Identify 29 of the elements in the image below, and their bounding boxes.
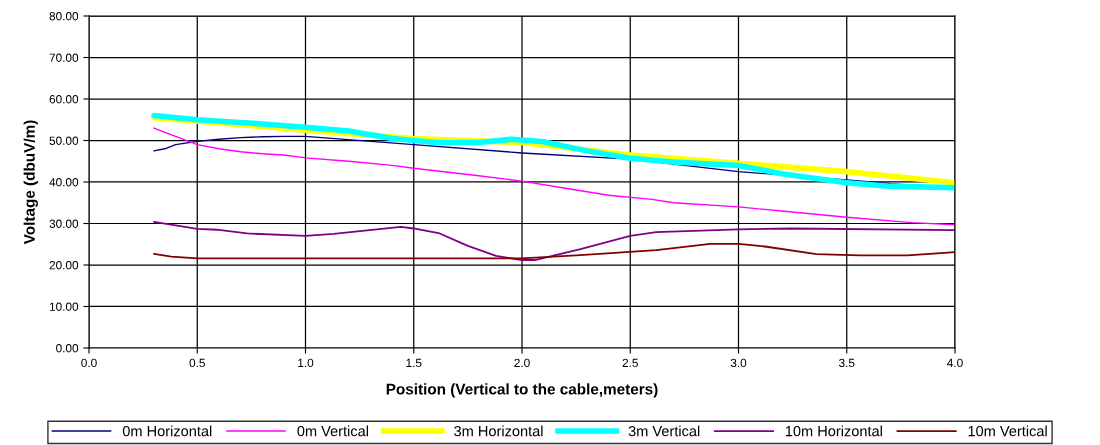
legend-label: 3m Vertical [628,425,700,437]
x-tick-label: 2.0 [514,358,530,368]
line-series [153,220,955,261]
y-tick-label: 30.00 [49,219,79,228]
y-tick-label: 10.00 [49,302,79,311]
x-tick-label: 3.5 [839,358,855,368]
y-tick-label: 20.00 [49,261,79,270]
x-tick-label: 4.0 [947,358,963,368]
x-tick-label: 1.0 [298,358,314,368]
y-axis-title: Voltage (dbuV/m) [23,120,38,245]
line-series [153,242,955,260]
legend-label: 0m Horizontal [122,425,212,437]
x-tick-label: 2.5 [622,358,638,368]
y-tick-label: 80.00 [49,12,79,21]
y-tick-label: 60.00 [49,95,79,104]
x-tick-label: 0.0 [81,358,97,368]
y-tick-label: 70.00 [49,53,79,62]
legend-label: 0m Vertical [297,425,368,437]
x-tick-label: 0.5 [189,358,205,368]
x-tick-label: 1.5 [406,358,422,368]
y-tick-label: 50.00 [49,136,79,145]
y-tick-label: 40.00 [49,178,79,187]
legend-label: 10m Vertical [968,425,1047,437]
y-tick-label: 0.00 [56,344,79,353]
line-series [153,127,955,226]
x-axis-title: Position (Vertical to the cable,meters) [386,383,658,398]
x-tick-label: 3.0 [730,358,747,368]
legend-label: 3m Horizontal [454,425,543,437]
legend-label: 10m Horizontal [785,425,882,437]
